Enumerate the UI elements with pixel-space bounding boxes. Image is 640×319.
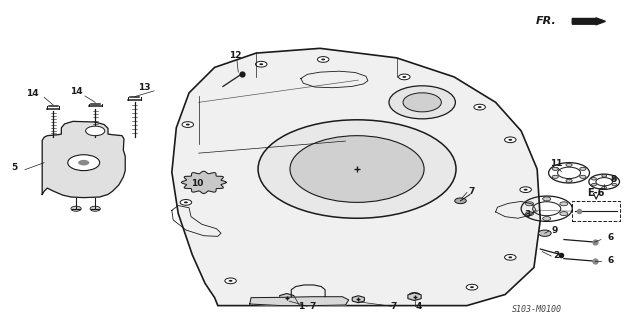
Circle shape: [467, 284, 477, 290]
Circle shape: [591, 183, 596, 186]
Text: E-6: E-6: [588, 188, 605, 197]
Polygon shape: [172, 48, 540, 306]
Circle shape: [186, 123, 189, 125]
Text: 9: 9: [552, 226, 558, 235]
Circle shape: [612, 183, 617, 186]
Circle shape: [560, 211, 568, 216]
Text: 14: 14: [70, 87, 83, 96]
Circle shape: [403, 76, 406, 78]
Polygon shape: [280, 293, 294, 302]
Circle shape: [258, 120, 456, 218]
Circle shape: [182, 122, 193, 127]
Circle shape: [290, 136, 424, 202]
Text: 7: 7: [309, 302, 316, 311]
Polygon shape: [408, 293, 421, 300]
Text: FR.: FR.: [536, 16, 556, 26]
Circle shape: [195, 178, 212, 187]
Circle shape: [552, 167, 558, 170]
Circle shape: [591, 178, 596, 180]
Text: 11: 11: [550, 159, 563, 168]
Text: 7: 7: [390, 302, 397, 311]
Circle shape: [474, 104, 485, 110]
Circle shape: [225, 278, 236, 284]
Circle shape: [470, 286, 474, 288]
Circle shape: [200, 181, 207, 184]
Circle shape: [520, 187, 531, 193]
Circle shape: [524, 189, 527, 191]
Text: 6: 6: [607, 233, 614, 241]
Circle shape: [504, 255, 516, 260]
Circle shape: [602, 174, 607, 177]
Circle shape: [566, 179, 572, 182]
Circle shape: [259, 63, 263, 65]
Circle shape: [477, 106, 481, 108]
Text: 2: 2: [553, 251, 559, 260]
Circle shape: [180, 199, 191, 205]
Circle shape: [580, 167, 586, 170]
Circle shape: [78, 160, 90, 166]
Polygon shape: [250, 297, 349, 306]
Circle shape: [71, 206, 81, 211]
Circle shape: [543, 197, 551, 201]
Circle shape: [566, 163, 572, 167]
Circle shape: [504, 137, 516, 143]
Circle shape: [455, 198, 467, 204]
Circle shape: [389, 86, 456, 119]
Circle shape: [538, 230, 551, 236]
Circle shape: [68, 155, 100, 171]
Polygon shape: [352, 296, 364, 303]
Text: 5: 5: [12, 163, 18, 172]
Text: 10: 10: [191, 179, 204, 188]
Text: 3: 3: [524, 210, 531, 219]
Circle shape: [409, 293, 420, 298]
FancyArrow shape: [572, 18, 605, 25]
Circle shape: [228, 280, 232, 282]
Text: 4: 4: [416, 302, 422, 311]
Polygon shape: [42, 122, 125, 197]
Circle shape: [508, 139, 512, 141]
Circle shape: [543, 217, 551, 220]
Text: 14: 14: [26, 89, 39, 98]
Circle shape: [86, 126, 105, 136]
Circle shape: [90, 206, 100, 211]
Circle shape: [525, 211, 534, 216]
Circle shape: [403, 93, 442, 112]
Polygon shape: [182, 171, 226, 194]
Circle shape: [560, 202, 568, 206]
Circle shape: [413, 294, 417, 296]
Text: 12: 12: [230, 51, 242, 60]
Circle shape: [552, 175, 558, 178]
Circle shape: [321, 58, 325, 60]
Circle shape: [399, 74, 410, 80]
Circle shape: [255, 61, 267, 67]
Text: 13: 13: [138, 83, 150, 92]
Text: 1: 1: [298, 302, 304, 311]
Text: 7: 7: [469, 188, 475, 197]
Circle shape: [602, 186, 607, 189]
Circle shape: [508, 256, 512, 258]
Circle shape: [317, 56, 329, 62]
Circle shape: [580, 175, 586, 178]
Text: S103-M0100: S103-M0100: [512, 305, 562, 314]
Text: 8: 8: [611, 175, 617, 184]
Circle shape: [612, 178, 617, 180]
Text: 6: 6: [607, 256, 614, 265]
Circle shape: [525, 202, 534, 206]
Circle shape: [184, 201, 188, 203]
